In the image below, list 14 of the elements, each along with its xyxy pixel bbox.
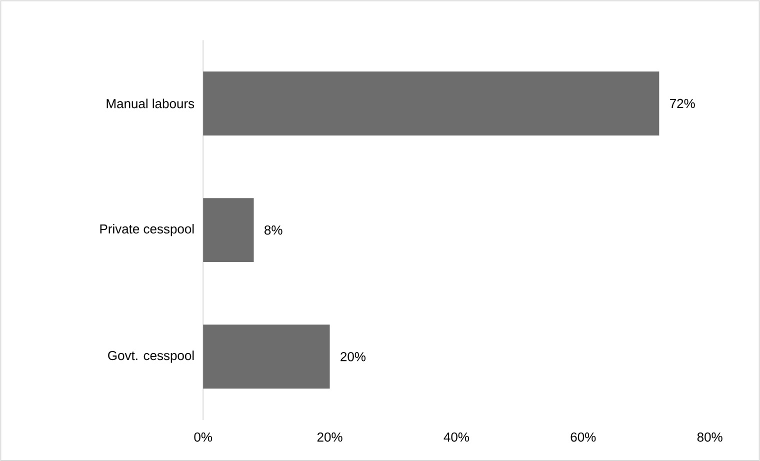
y-tick-label: Private cesspool	[100, 224, 194, 236]
y-tick-label: Govt. cesspool	[108, 350, 194, 363]
x-tick-label: 60%	[570, 432, 596, 442]
y-tick-label: Manual labours	[106, 98, 194, 108]
x-tick-label: 20%	[317, 432, 342, 442]
bar	[203, 71, 660, 136]
x-tick-label: 40%	[444, 432, 469, 442]
data-label: 72%	[670, 98, 695, 108]
x-tick-label: 0%	[194, 432, 212, 442]
data-label: 8%	[264, 225, 282, 235]
bar	[203, 198, 254, 262]
x-tick-label: 80%	[697, 432, 722, 442]
bar	[203, 324, 330, 389]
data-label: 20%	[340, 352, 366, 362]
